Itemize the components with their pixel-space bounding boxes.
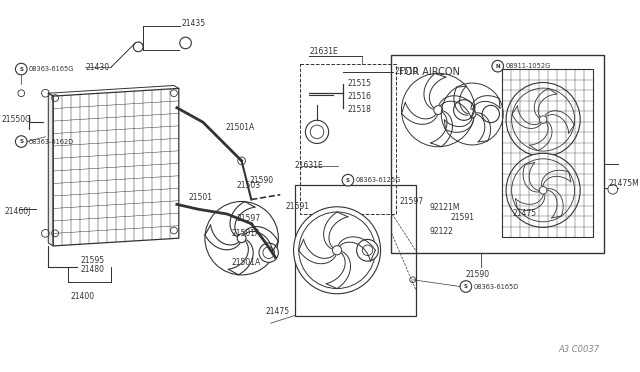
Circle shape (294, 207, 381, 294)
Circle shape (237, 234, 246, 243)
Circle shape (356, 240, 378, 261)
Circle shape (52, 230, 58, 237)
Text: 08363-6165D: 08363-6165D (474, 283, 519, 289)
Text: 21515: 21515 (348, 79, 372, 88)
Circle shape (42, 89, 49, 97)
Text: 21435: 21435 (182, 19, 206, 28)
Circle shape (492, 60, 504, 72)
Circle shape (15, 136, 27, 147)
Text: N: N (495, 64, 500, 69)
Text: 21501: 21501 (188, 193, 212, 202)
Text: 08363-6162D: 08363-6162D (29, 138, 74, 145)
Circle shape (454, 100, 474, 120)
Circle shape (540, 186, 547, 194)
Bar (392, 55, 604, 253)
Text: A3 C0037: A3 C0037 (558, 345, 599, 354)
Text: 21501A: 21501A (232, 257, 261, 266)
Text: FOR AIRCON: FOR AIRCON (399, 67, 460, 77)
Polygon shape (49, 93, 53, 246)
Circle shape (259, 243, 278, 262)
Bar (502, 69, 593, 237)
Bar (295, 185, 415, 315)
Circle shape (342, 174, 354, 186)
Circle shape (18, 90, 25, 97)
Text: 21503: 21503 (237, 180, 261, 189)
Text: 21480: 21480 (80, 265, 104, 274)
Circle shape (305, 120, 328, 144)
Circle shape (410, 277, 415, 283)
Text: 21475: 21475 (513, 209, 537, 218)
Circle shape (468, 110, 476, 118)
Text: 08911-1052G: 08911-1052G (506, 63, 551, 69)
Circle shape (540, 116, 547, 124)
Text: 21591: 21591 (285, 202, 309, 211)
Circle shape (506, 83, 580, 157)
Text: S: S (19, 67, 23, 71)
Text: 21460J: 21460J (5, 206, 31, 216)
Text: 21591: 21591 (451, 213, 475, 222)
Circle shape (171, 227, 177, 234)
Bar (300, 64, 396, 214)
Circle shape (180, 37, 191, 49)
Circle shape (263, 247, 275, 259)
Text: 21516: 21516 (348, 92, 372, 100)
Circle shape (332, 246, 342, 255)
Text: 92122: 92122 (429, 227, 454, 236)
Circle shape (237, 157, 246, 165)
Text: 21430: 21430 (85, 62, 109, 72)
Text: 21631E: 21631E (295, 161, 324, 170)
Text: 21597: 21597 (237, 214, 261, 223)
Text: 08363-6165G: 08363-6165G (29, 66, 74, 72)
Circle shape (608, 185, 618, 194)
Text: 21501A: 21501A (225, 123, 255, 132)
Bar (604, 164, 621, 188)
Text: 21518: 21518 (348, 105, 372, 114)
Circle shape (506, 153, 580, 227)
Circle shape (133, 42, 143, 52)
Circle shape (362, 245, 372, 256)
Circle shape (42, 230, 49, 237)
Text: 21595: 21595 (80, 256, 104, 264)
Text: 21590: 21590 (466, 270, 490, 279)
Text: 21597: 21597 (399, 197, 423, 206)
Circle shape (310, 125, 324, 139)
Circle shape (482, 105, 499, 123)
Text: S: S (464, 284, 468, 289)
Text: 21501A: 21501A (232, 229, 261, 238)
Circle shape (52, 94, 58, 102)
Text: 21550G: 21550G (2, 115, 32, 124)
Circle shape (460, 281, 472, 292)
Text: 21590: 21590 (250, 176, 273, 185)
Text: 21510: 21510 (394, 67, 419, 77)
Text: S: S (19, 139, 23, 144)
Circle shape (434, 106, 443, 115)
Text: 21475M: 21475M (609, 179, 639, 188)
Text: 21400: 21400 (70, 292, 94, 301)
Circle shape (15, 63, 27, 75)
Text: 08363-6125G: 08363-6125G (356, 177, 401, 183)
Text: 21631E: 21631E (309, 48, 338, 57)
Text: S: S (346, 178, 350, 183)
Circle shape (171, 90, 177, 97)
Text: 92121M: 92121M (429, 203, 460, 212)
Text: 21475: 21475 (266, 307, 290, 315)
